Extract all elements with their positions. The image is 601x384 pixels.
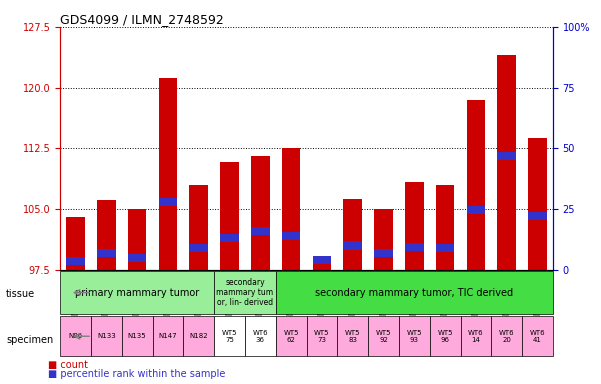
FancyBboxPatch shape [307,316,337,356]
Bar [282,148,300,270]
FancyBboxPatch shape [276,271,553,314]
Bar [498,55,516,270]
Text: ■ percentile rank within the sample: ■ percentile rank within the sample [48,369,225,379]
Text: N182: N182 [189,333,208,339]
FancyBboxPatch shape [337,316,368,356]
Bar [97,249,115,257]
FancyBboxPatch shape [245,316,276,356]
Text: N86: N86 [69,333,82,339]
Text: secondary mammary tumor, TIC derived: secondary mammary tumor, TIC derived [316,288,513,298]
FancyBboxPatch shape [430,316,460,356]
Text: N147: N147 [159,333,177,339]
Text: specimen: specimen [6,335,53,345]
FancyBboxPatch shape [121,316,153,356]
Bar [251,227,270,235]
Text: N133: N133 [97,333,115,339]
Bar [436,244,454,252]
FancyBboxPatch shape [460,316,492,356]
Text: N135: N135 [128,333,147,339]
Bar [344,242,362,250]
Bar [313,256,331,270]
Text: GDS4099 / ILMN_2748592: GDS4099 / ILMN_2748592 [60,13,224,26]
FancyBboxPatch shape [153,316,183,356]
Bar [221,234,239,242]
Text: WT5
92: WT5 92 [376,330,391,343]
Bar [97,200,115,270]
Bar [528,212,547,220]
Text: WT5
62: WT5 62 [283,330,299,343]
FancyBboxPatch shape [91,316,121,356]
Text: WT5
93: WT5 93 [406,330,422,343]
Bar [313,256,331,264]
Bar [374,249,393,257]
Bar [498,152,516,160]
Bar [282,232,300,240]
FancyBboxPatch shape [183,316,214,356]
FancyBboxPatch shape [60,316,91,356]
Bar [159,198,177,206]
Text: WT6
41: WT6 41 [529,330,545,343]
Bar [221,162,239,270]
Text: tissue: tissue [6,289,35,299]
Bar [128,253,147,262]
Bar [405,182,424,270]
Bar [528,138,547,270]
FancyBboxPatch shape [214,316,245,356]
Text: WT6
36: WT6 36 [252,330,268,343]
Text: WT6
14: WT6 14 [468,330,484,343]
FancyBboxPatch shape [492,316,522,356]
Text: WT5
83: WT5 83 [345,330,361,343]
Bar [374,209,393,270]
Bar [159,78,177,270]
FancyBboxPatch shape [60,271,214,314]
Bar [251,156,270,270]
Text: WT5
96: WT5 96 [438,330,453,343]
Text: WT6
20: WT6 20 [499,330,514,343]
Text: ■ count: ■ count [48,360,88,370]
Bar [66,217,85,270]
FancyBboxPatch shape [368,316,399,356]
Bar [189,244,208,252]
Text: WT5
73: WT5 73 [314,330,330,343]
FancyBboxPatch shape [214,271,276,314]
FancyBboxPatch shape [399,316,430,356]
Text: WT5
75: WT5 75 [222,330,237,343]
Bar [436,185,454,270]
Bar [189,185,208,270]
FancyBboxPatch shape [522,316,553,356]
Text: primary mammary tumor: primary mammary tumor [75,288,199,298]
Bar [405,243,424,251]
Bar [66,257,85,265]
Bar [128,209,147,270]
Bar [344,199,362,270]
Text: secondary
mammary tum
or, lin- derived: secondary mammary tum or, lin- derived [216,278,273,308]
Bar [467,100,485,270]
FancyBboxPatch shape [276,316,307,356]
Bar [467,206,485,214]
